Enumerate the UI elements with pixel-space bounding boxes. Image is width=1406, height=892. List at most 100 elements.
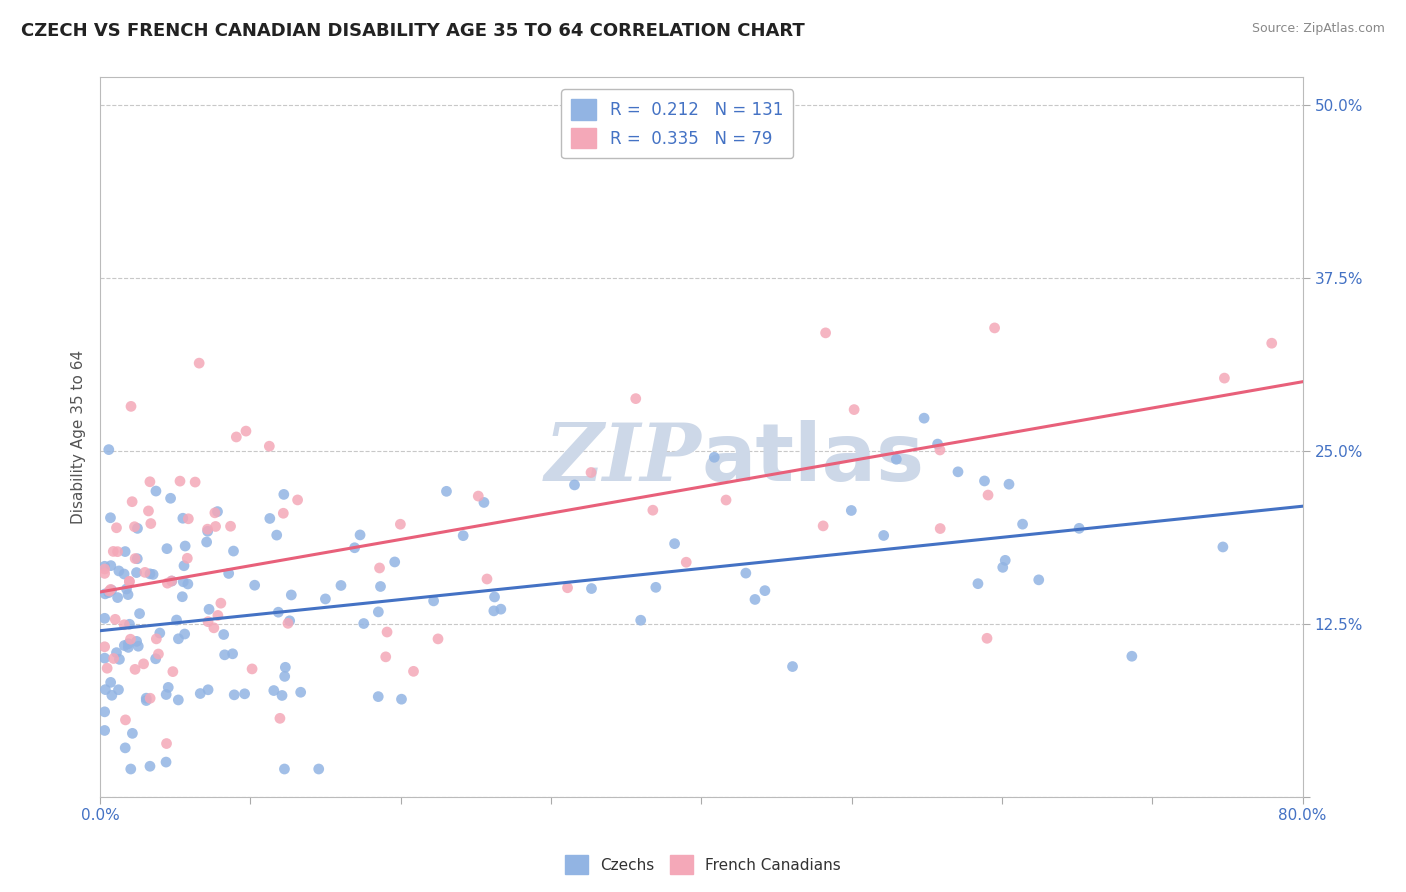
Point — [93, 611, 115, 625]
Point — [103, 544, 125, 558]
Point — [101, 688, 124, 702]
Point — [103, 651, 125, 665]
Point — [96, 661, 118, 675]
Point — [353, 616, 375, 631]
Point — [467, 489, 489, 503]
Point — [209, 596, 232, 610]
Point — [374, 649, 396, 664]
Point — [169, 474, 191, 488]
Point — [105, 646, 128, 660]
Point — [274, 660, 297, 674]
Point — [734, 566, 756, 581]
Point — [107, 544, 129, 558]
Point — [557, 581, 579, 595]
Point — [139, 566, 162, 581]
Point — [873, 528, 896, 542]
Point — [139, 759, 162, 773]
Point — [112, 639, 135, 653]
Point — [162, 665, 184, 679]
Point — [120, 762, 142, 776]
Point — [273, 487, 295, 501]
Point — [188, 686, 211, 700]
Point — [104, 612, 127, 626]
Point — [148, 647, 170, 661]
Point — [93, 559, 115, 574]
Point — [375, 625, 398, 640]
Point — [1260, 336, 1282, 351]
Point — [472, 495, 495, 509]
Point — [93, 651, 115, 665]
Point — [259, 511, 281, 525]
Point — [273, 762, 295, 776]
Point — [173, 558, 195, 573]
Point — [1069, 521, 1091, 535]
Point — [976, 632, 998, 646]
Point — [630, 613, 652, 627]
Point — [839, 503, 862, 517]
Point — [402, 665, 425, 679]
Point — [207, 505, 229, 519]
Point — [343, 541, 366, 555]
Point — [214, 648, 236, 662]
Point — [149, 626, 172, 640]
Point — [197, 615, 219, 629]
Point — [124, 519, 146, 533]
Point — [114, 740, 136, 755]
Point — [782, 659, 804, 673]
Point — [177, 577, 200, 591]
Point — [93, 705, 115, 719]
Point — [973, 474, 995, 488]
Point — [127, 639, 149, 653]
Point — [451, 529, 474, 543]
Point — [368, 561, 391, 575]
Point — [166, 613, 188, 627]
Point — [134, 566, 156, 580]
Legend: R =  0.212   N = 131, R =  0.335   N = 79: R = 0.212 N = 131, R = 0.335 N = 79 — [561, 89, 793, 159]
Point — [100, 583, 122, 598]
Point — [967, 576, 990, 591]
Point — [207, 608, 229, 623]
Point — [100, 675, 122, 690]
Point — [314, 591, 336, 606]
Point — [564, 478, 586, 492]
Point — [489, 602, 512, 616]
Point — [114, 544, 136, 558]
Point — [197, 524, 219, 539]
Point — [132, 657, 155, 671]
Point — [173, 627, 195, 641]
Point — [349, 528, 371, 542]
Point — [235, 424, 257, 438]
Point — [641, 503, 664, 517]
Point — [929, 442, 952, 457]
Point — [100, 558, 122, 573]
Point — [197, 682, 219, 697]
Point — [579, 466, 602, 480]
Point — [266, 528, 288, 542]
Point — [204, 519, 226, 533]
Text: atlas: atlas — [702, 419, 925, 498]
Point — [1212, 540, 1234, 554]
Point — [156, 541, 179, 556]
Point — [929, 522, 952, 536]
Point — [391, 692, 413, 706]
Point — [97, 442, 120, 457]
Point — [370, 579, 392, 593]
Point — [97, 585, 120, 599]
Point — [118, 574, 141, 589]
Point — [156, 576, 179, 591]
Point — [1213, 371, 1236, 385]
Point — [184, 475, 207, 489]
Point — [484, 590, 506, 604]
Point — [263, 683, 285, 698]
Point — [224, 688, 246, 702]
Point — [139, 691, 162, 706]
Point — [114, 713, 136, 727]
Point — [271, 689, 294, 703]
Point — [124, 551, 146, 566]
Point — [155, 688, 177, 702]
Point — [100, 510, 122, 524]
Point — [197, 522, 219, 536]
Point — [142, 567, 165, 582]
Point — [675, 555, 697, 569]
Point — [991, 560, 1014, 574]
